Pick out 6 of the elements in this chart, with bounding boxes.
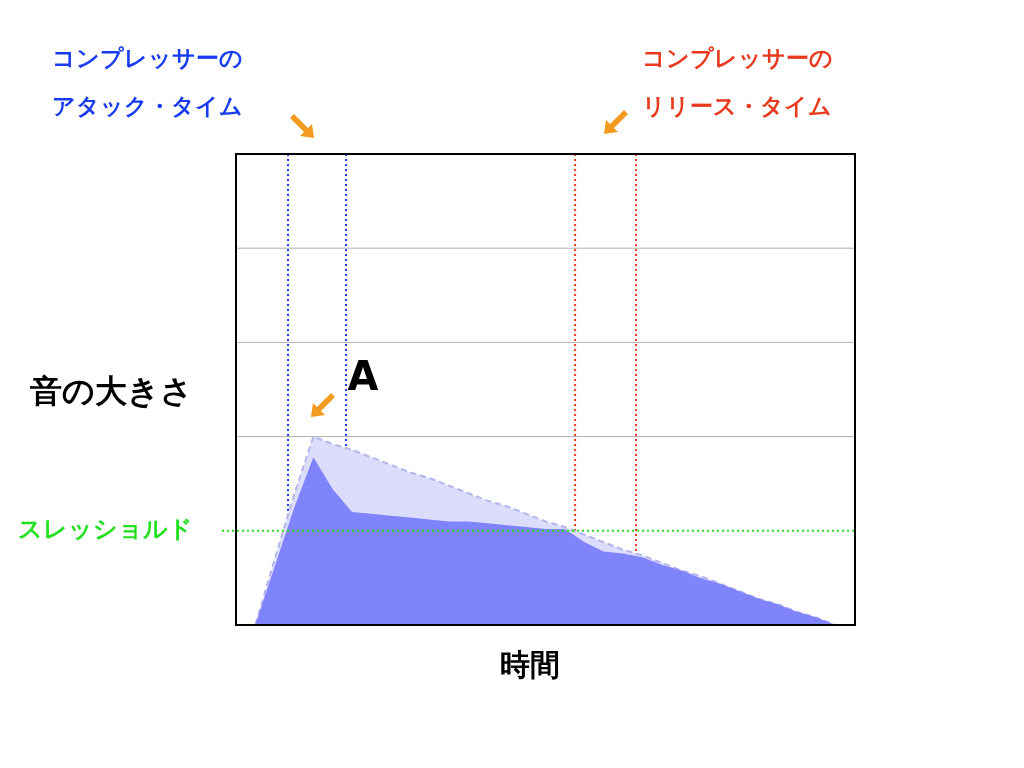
x-axis-title: 時間 — [500, 646, 560, 684]
text: A — [347, 352, 379, 399]
y-axis-title: 音の大きさ — [30, 371, 193, 412]
text: コンプレッサーのリリース・タイム — [642, 44, 834, 121]
ref-line-label: スレッショルド — [18, 515, 193, 544]
text: コンプレッサーのアタック・タイム — [52, 44, 244, 121]
